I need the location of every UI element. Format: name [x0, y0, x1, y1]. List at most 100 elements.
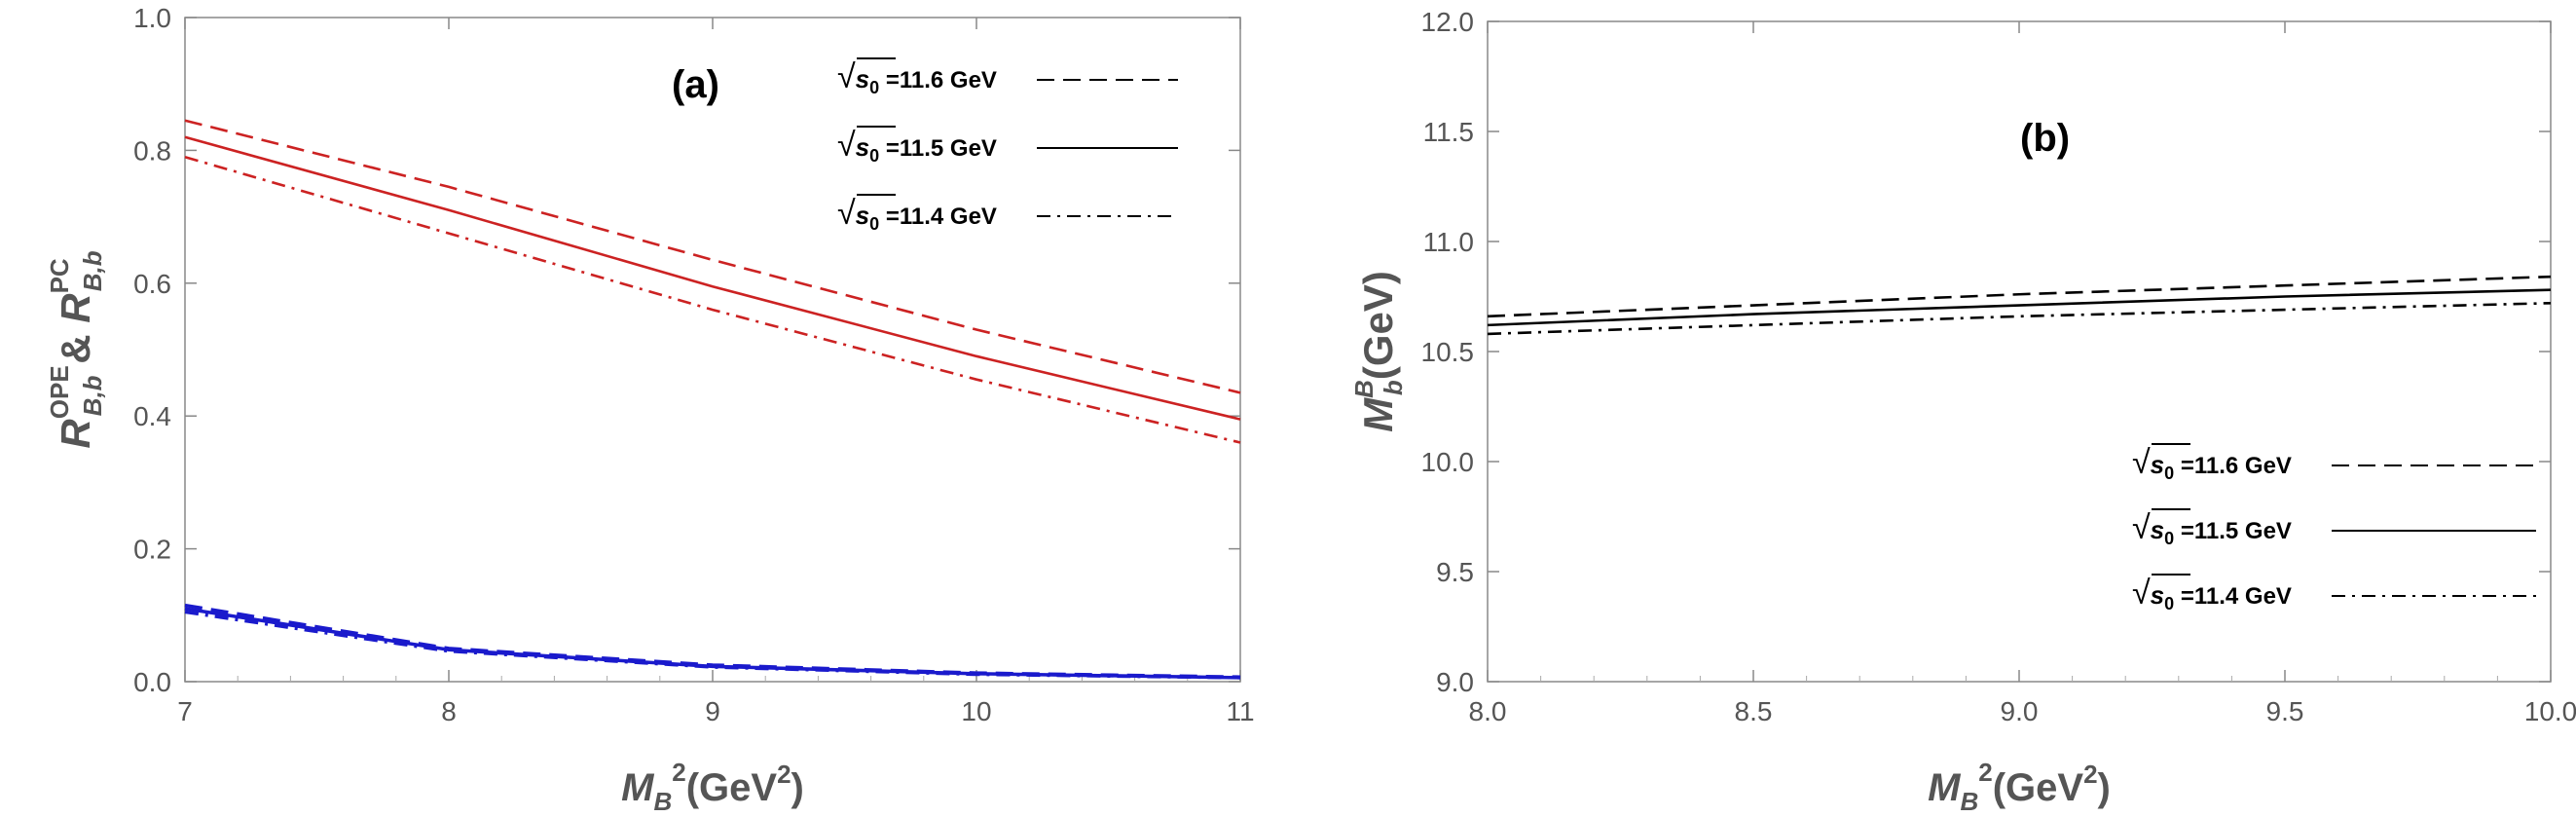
y-axis-unit: (GeV)	[1355, 271, 1401, 380]
series-line-solid	[184, 135, 1241, 421]
x-axis-subscript: B	[653, 787, 672, 816]
x-axis-unit-superscript: 2	[777, 760, 791, 789]
x-axis-title: MB2(GeV2)	[621, 758, 804, 816]
x-tick-label: 8.5	[1735, 696, 1773, 726]
x-axis-unit: (GeV	[1993, 766, 2084, 809]
legend-subscript: 0	[2164, 464, 2174, 483]
series-line-solid	[1487, 288, 2552, 327]
legend-symbol: s	[856, 201, 869, 230]
y-tick-label: 10.5	[1421, 337, 1475, 367]
series-line-dashed	[184, 119, 1241, 394]
y-axis-superscript-ope: OPE	[45, 365, 74, 419]
y-axis-ampersand: &	[53, 323, 98, 376]
legend-symbol: s	[2151, 515, 2164, 544]
legend-entry: √s0 =11.4 GeV	[2132, 574, 2536, 613]
y-tick-label: 0.4	[133, 401, 171, 431]
y-tick-label: 10.0	[1421, 447, 1475, 477]
legend-value: =11.5 GeV	[879, 135, 997, 162]
series-line-dashdot	[1487, 301, 2552, 336]
x-axis-superscript: 2	[672, 758, 685, 787]
legend-value: =11.4 GeV	[879, 204, 997, 230]
legend-label: √s0 =11.4 GeV	[2132, 575, 2292, 613]
legend-symbol: s	[2151, 580, 2164, 610]
legend-entry: √s0 =11.5 GeV	[837, 126, 1178, 166]
sqrt-symbol: √	[837, 127, 856, 164]
y-tick-label: 9.5	[1436, 557, 1474, 587]
x-tick-label: 8	[441, 696, 457, 726]
x-tick-label: 11	[1226, 696, 1254, 726]
y-axis-symbol: M	[1355, 397, 1401, 432]
x-tick-label: 8.0	[1469, 696, 1507, 726]
sqrt-symbol: √	[2132, 509, 2151, 546]
series-line-dashdot	[184, 610, 1241, 680]
y-tick-label: 12.0	[1421, 7, 1475, 37]
x-tick-label: 7	[177, 696, 193, 726]
series-line-solid	[184, 607, 1241, 680]
legend-value: =11.6 GeV	[2174, 453, 2292, 479]
y-tick-label: 0.8	[133, 135, 171, 166]
legend-entry: √s0 =11.5 GeV	[2132, 508, 2536, 548]
legend-label: √s0 =11.6 GeV	[2132, 444, 2292, 483]
x-axis-unit-superscript: 2	[2083, 760, 2097, 789]
chart-panel-b: 8.0 8.5 9.0 9.5 10.0 9.0 9.5 10.0 10.5 11.0 11.5 12…	[1349, 7, 2576, 816]
plot-frame	[184, 17, 1241, 683]
x-tick-label: 9.5	[2266, 696, 2304, 726]
sqrt-symbol: √	[837, 195, 856, 232]
legend-symbol: s	[2151, 450, 2164, 479]
x-axis-close: )	[791, 766, 804, 809]
x-axis-superscript: 2	[1978, 758, 1992, 787]
sqrt-symbol: √	[2132, 444, 2151, 481]
legend-value: =11.4 GeV	[2174, 583, 2292, 610]
y-tick-label: 0.6	[133, 269, 171, 299]
legend-subscript: 0	[869, 78, 879, 97]
x-tick-label: 9	[705, 696, 720, 726]
panel-label: (b)	[2020, 117, 2070, 160]
legend-value: =11.6 GeV	[879, 67, 997, 93]
x-axis-symbol: M	[1928, 766, 1962, 809]
legend-symbol: s	[856, 132, 869, 162]
legend-label: √s0 =11.5 GeV	[837, 127, 997, 166]
series-line-dashdot	[184, 155, 1241, 444]
series-line-dashed	[1487, 275, 2552, 318]
y-axis-superscript-pc: PC	[45, 258, 74, 293]
x-axis-close: )	[2098, 766, 2111, 809]
y-axis-title: MBb(GeV)	[1349, 271, 1408, 432]
legend-value: =11.5 GeV	[2174, 518, 2292, 544]
legend-label: √s0 =11.5 GeV	[2132, 509, 2292, 548]
y-axis-subscript: b	[1379, 380, 1408, 395]
chart-panel-a: 7 8 9 10 110.00.20.40.60.81.0(a) √s0 =11.6 Ge…	[45, 3, 1255, 816]
x-tick-label: 9.0	[2001, 696, 2039, 726]
legend-subscript: 0	[869, 214, 879, 234]
x-axis-title: MB2(GeV2)	[1928, 758, 2111, 816]
plot-frame	[1487, 20, 2552, 683]
legend-entry: √s0 =11.6 GeV	[837, 57, 1178, 97]
x-axis-subscript: B	[1960, 787, 1978, 816]
y-axis-superscript: B	[1349, 380, 1379, 398]
y-tick-label: 1.0	[133, 3, 171, 33]
x-tick-label: 10	[961, 696, 991, 726]
legend-label: √s0 =11.6 GeV	[837, 58, 997, 97]
panel-label: (a)	[672, 63, 719, 106]
y-axis-symbol-pc: R	[53, 293, 98, 323]
legend-entry: √s0 =11.4 GeV	[837, 194, 1178, 234]
legend-subscript: 0	[869, 146, 879, 166]
legend-label: √s0 =11.4 GeV	[837, 195, 997, 234]
y-axis-title: ROPE B,b & RPC B,b	[45, 250, 107, 448]
sqrt-symbol: √	[2132, 575, 2151, 612]
legend-entry: √s0 =11.6 GeV	[2132, 443, 2536, 483]
y-tick-label: 0.2	[133, 535, 171, 565]
y-axis-symbol-ope: R	[53, 419, 98, 449]
legend-symbol: s	[856, 64, 869, 93]
y-tick-label: 11.0	[1423, 227, 1474, 257]
x-tick-label: 10.0	[2524, 696, 2576, 726]
y-axis-subscript-ope: B,b	[78, 375, 107, 416]
y-tick-label: 11.5	[1423, 117, 1474, 147]
legend-subscript: 0	[2164, 529, 2174, 548]
y-tick-label: 0.0	[133, 667, 171, 697]
x-axis-unit: (GeV	[686, 766, 778, 809]
x-axis-symbol: M	[621, 766, 655, 809]
y-axis-subscript-pc: B,b	[78, 250, 107, 291]
sqrt-symbol: √	[837, 58, 856, 95]
legend-subscript: 0	[2164, 594, 2174, 613]
